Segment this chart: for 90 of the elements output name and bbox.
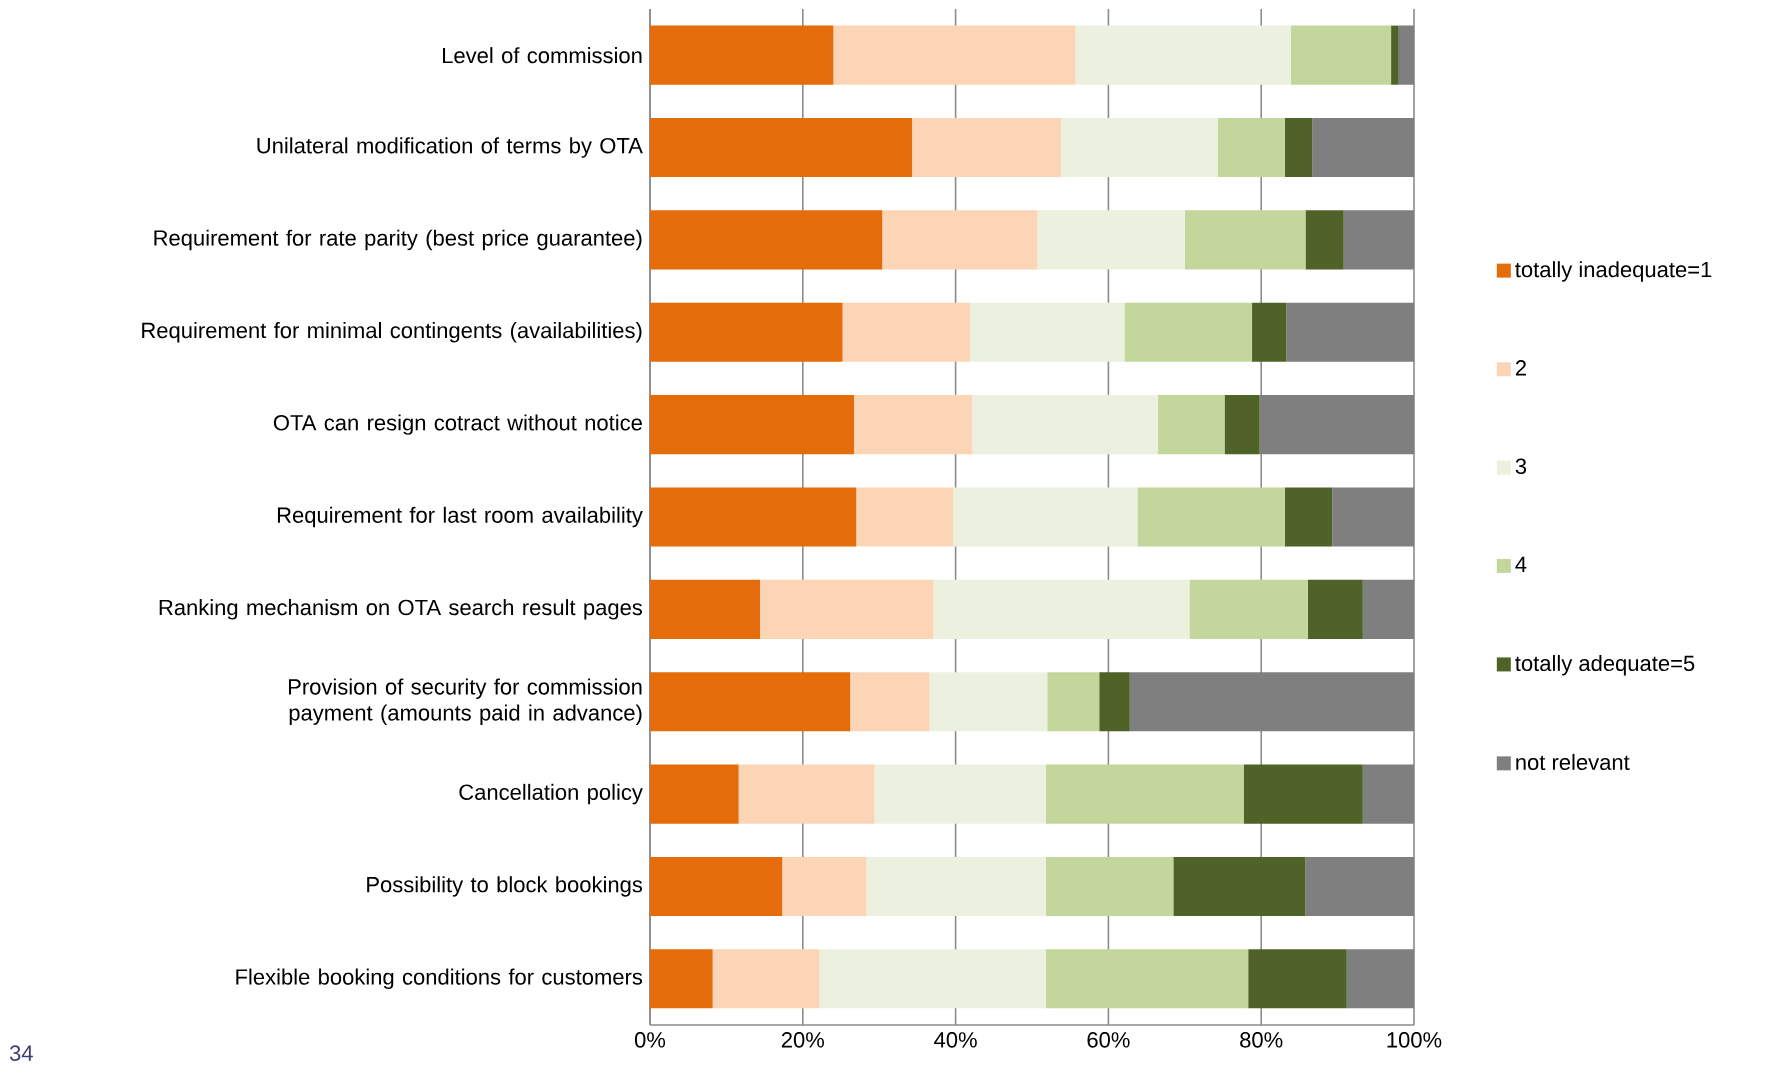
bar <box>650 210 883 270</box>
bar <box>1173 856 1306 917</box>
bar <box>1252 302 1287 362</box>
bar <box>650 672 851 732</box>
bar <box>1045 764 1244 824</box>
bar <box>1061 117 1218 178</box>
x-tick-label: 80% <box>1240 1032 1283 1048</box>
bar <box>1217 117 1285 178</box>
bar <box>1045 856 1174 917</box>
bar <box>866 856 1046 917</box>
legend-label: totally adequate=5 <box>1515 654 1695 676</box>
bar <box>1332 487 1415 547</box>
bar <box>782 856 867 917</box>
y-tick-label: Ranking mechanism on OTA search result pages <box>159 599 643 620</box>
bar <box>1099 672 1130 732</box>
y-tick-label: Provision of security for commission payment (amounts paid in advance) <box>288 678 642 725</box>
bar <box>1343 210 1415 270</box>
text: 34 <box>9 1045 33 1061</box>
legend-label: 3 <box>1515 458 1527 475</box>
x-tick-label: 100% <box>1387 1032 1442 1048</box>
bar <box>1129 672 1415 732</box>
x-tick-label: 40% <box>934 1032 977 1048</box>
y-tick-label: Flexible booking conditions for customers <box>236 968 643 990</box>
bar <box>1243 764 1363 824</box>
y-tick-label: Possibility to block bookings <box>367 876 643 897</box>
bar <box>650 764 739 824</box>
bar <box>953 487 1138 547</box>
bar <box>972 395 1159 455</box>
bar <box>650 487 857 547</box>
bar <box>929 672 1048 732</box>
bar <box>650 579 761 639</box>
bar <box>1124 302 1253 362</box>
bar <box>1259 395 1415 455</box>
bar <box>650 302 843 362</box>
legend-label: 2 <box>1515 360 1526 376</box>
y-tick-label: Requirement for minimal contingents (availabilities) <box>142 322 642 343</box>
bar <box>650 395 854 455</box>
bar <box>933 579 1190 639</box>
bar <box>1045 949 1249 1009</box>
bar <box>738 764 875 824</box>
bar <box>1189 579 1308 639</box>
bar <box>970 302 1125 362</box>
x-tick-label: 0% <box>634 1032 666 1048</box>
y-tick-label: Requirement for last room availability <box>277 506 643 528</box>
bar <box>1284 117 1313 178</box>
bar <box>833 25 1076 85</box>
bar <box>1307 579 1363 639</box>
bar <box>912 117 1062 178</box>
legend-label: 4 <box>1515 556 1527 572</box>
y-tick-label: OTA can resign cotract without notice <box>273 414 642 435</box>
legend-label: totally inadequate=1 <box>1515 261 1712 282</box>
bar <box>650 856 783 917</box>
bar <box>856 487 954 547</box>
bar <box>874 764 1046 824</box>
y-tick-label: Cancellation policy <box>459 783 643 805</box>
bar <box>1184 210 1306 270</box>
x-tick-label: 60% <box>1087 1032 1130 1048</box>
bar <box>1037 210 1185 270</box>
bar <box>850 672 930 732</box>
y-tick-label: Level of commission <box>443 47 642 64</box>
bar <box>842 302 971 362</box>
bar <box>1312 117 1415 178</box>
bar <box>1362 764 1415 824</box>
y-tick-label: Unilateral modification of terms by OTA <box>257 137 643 158</box>
bar <box>882 210 1038 270</box>
bar <box>1305 856 1415 917</box>
bar <box>1291 25 1392 85</box>
bar <box>853 395 973 455</box>
bar <box>712 949 820 1009</box>
legend-label: not relevant <box>1516 753 1630 771</box>
bar <box>650 949 713 1009</box>
bar <box>1391 25 1399 85</box>
bar <box>1398 25 1415 85</box>
bar <box>1158 395 1225 455</box>
bar <box>1305 210 1344 270</box>
bar <box>1137 487 1285 547</box>
bar <box>650 117 913 178</box>
bar <box>819 949 1046 1009</box>
bar <box>650 25 834 85</box>
bar <box>1075 25 1291 85</box>
bar <box>760 579 934 639</box>
bar <box>1047 672 1100 732</box>
bar <box>1286 302 1415 362</box>
y-tick-label: Requirement for rate parity (best price guarantee) <box>154 229 642 251</box>
bar <box>1284 487 1333 547</box>
bar <box>1346 949 1415 1009</box>
bar <box>1362 579 1415 639</box>
bar <box>1224 395 1260 455</box>
x-tick-label: 20% <box>781 1032 825 1048</box>
bar <box>1248 949 1347 1009</box>
